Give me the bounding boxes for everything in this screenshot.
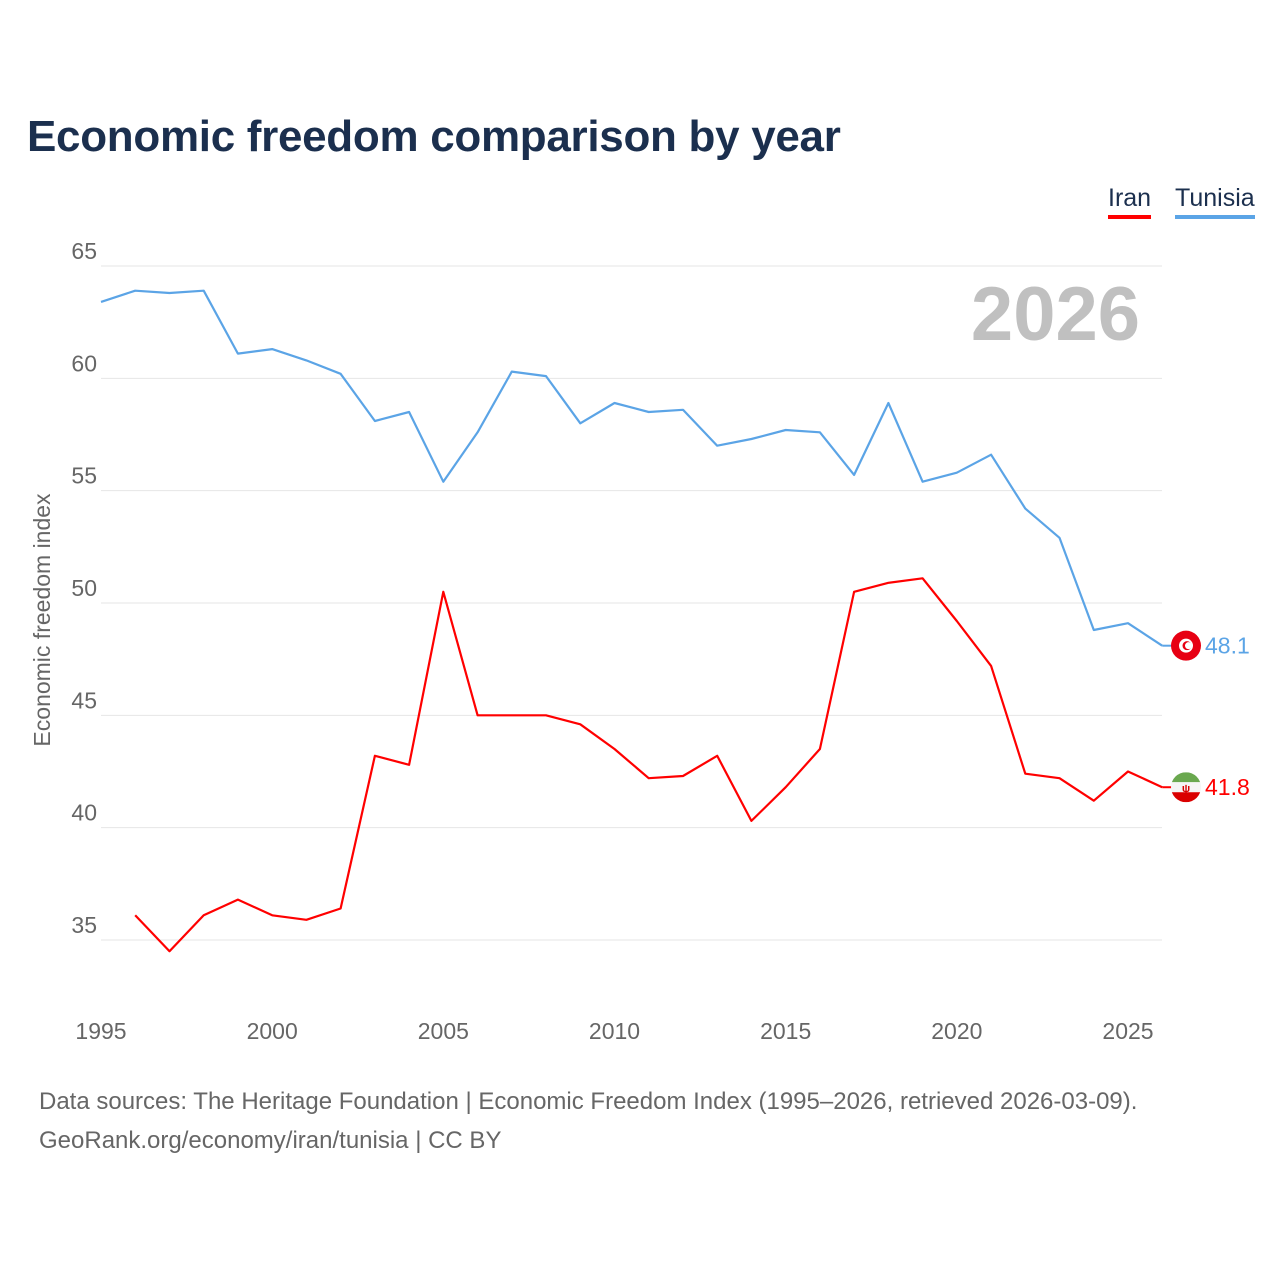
data-point-iran bbox=[781, 782, 791, 792]
y-tick-label: 45 bbox=[71, 687, 97, 713]
y-tick-label: 40 bbox=[71, 800, 97, 826]
data-point-tunisia bbox=[301, 355, 311, 365]
x-tick-label: 2025 bbox=[1102, 1018, 1153, 1044]
x-tick-label: 2010 bbox=[589, 1018, 640, 1044]
year-watermark: 2026 bbox=[971, 272, 1140, 357]
data-point-tunisia bbox=[267, 344, 277, 354]
data-point-tunisia bbox=[404, 407, 414, 417]
tunisia-flag-icon bbox=[1171, 630, 1201, 661]
data-point-iran bbox=[370, 751, 380, 761]
data-point-iran bbox=[164, 946, 174, 956]
flag-body: ψ bbox=[1171, 772, 1201, 803]
chart-title: Economic freedom comparison by year bbox=[27, 112, 841, 161]
data-point-tunisia bbox=[336, 369, 346, 379]
data-point-iran bbox=[678, 771, 688, 781]
y-tick-label: 60 bbox=[71, 350, 97, 376]
data-point-tunisia bbox=[507, 367, 517, 377]
data-point-iran bbox=[301, 915, 311, 925]
end-value-label-tunisia: 48.1 bbox=[1205, 633, 1250, 659]
data-point-tunisia bbox=[644, 407, 654, 417]
data-point-iran bbox=[507, 710, 517, 720]
data-point-iran bbox=[336, 904, 346, 914]
source-link[interactable]: GeoRank.org/economy/iran/tunisia | CC BY bbox=[39, 1127, 502, 1154]
data-point-tunisia bbox=[541, 371, 551, 381]
source-text: Data sources: The Heritage Foundation | … bbox=[39, 1088, 1138, 1115]
data-point-iran bbox=[883, 578, 893, 588]
y-tick-label: 50 bbox=[71, 575, 97, 601]
data-point-tunisia bbox=[678, 405, 688, 415]
series-line-iran bbox=[134, 577, 1163, 953]
data-point-tunisia bbox=[986, 450, 996, 460]
flag-green bbox=[1171, 772, 1201, 783]
data-point-tunisia bbox=[746, 434, 756, 444]
flag-emblem: ψ bbox=[1182, 783, 1190, 795]
data-point-tunisia bbox=[1020, 504, 1030, 514]
data-point-tunisia bbox=[712, 441, 722, 451]
flag-white bbox=[1171, 782, 1201, 793]
data-point-tunisia bbox=[1123, 618, 1133, 628]
data-point-tunisia bbox=[918, 477, 928, 487]
data-point-iran bbox=[130, 910, 140, 920]
data-point-tunisia bbox=[952, 468, 962, 478]
data-point-tunisia bbox=[781, 425, 791, 435]
data-point-iran bbox=[267, 910, 277, 920]
data-point-tunisia bbox=[370, 416, 380, 426]
end-value-label-iran: 41.8 bbox=[1205, 774, 1250, 800]
x-tick-label: 2015 bbox=[760, 1018, 811, 1044]
data-point-tunisia bbox=[438, 477, 448, 487]
x-tick-label: 2005 bbox=[418, 1018, 469, 1044]
data-point-iran bbox=[610, 744, 620, 754]
data-point-iran bbox=[986, 661, 996, 671]
y-tick-label: 35 bbox=[71, 912, 97, 938]
data-point-iran bbox=[746, 816, 756, 826]
flag-crescent-cut bbox=[1185, 642, 1192, 650]
data-point-tunisia bbox=[164, 288, 174, 298]
data-point-iran bbox=[575, 719, 585, 729]
data-point-tunisia bbox=[849, 470, 859, 480]
data-point-iran bbox=[815, 744, 825, 754]
data-point-iran bbox=[918, 573, 928, 583]
data-point-tunisia bbox=[96, 297, 106, 307]
data-point-iran bbox=[199, 910, 209, 920]
data-point-tunisia bbox=[1089, 625, 1099, 635]
series-line-tunisia bbox=[100, 289, 1163, 647]
x-tick-label: 2020 bbox=[931, 1018, 982, 1044]
data-point-tunisia bbox=[1055, 533, 1065, 543]
data-point-iran bbox=[1089, 796, 1099, 806]
data-point-iran bbox=[233, 895, 243, 905]
data-point-tunisia bbox=[815, 427, 825, 437]
legend-tunisia[interactable]: Tunisia bbox=[1175, 184, 1255, 219]
y-tick-label: 55 bbox=[71, 463, 97, 489]
x-tick-label: 2000 bbox=[247, 1018, 298, 1044]
data-point-tunisia bbox=[473, 427, 483, 437]
x-tick-label: 1995 bbox=[75, 1018, 126, 1044]
y-axis-label: Economic freedom index bbox=[29, 493, 55, 747]
legend-iran[interactable]: Iran bbox=[1108, 184, 1152, 219]
data-point-iran bbox=[644, 773, 654, 783]
data-point-iran bbox=[473, 710, 483, 720]
data-point-tunisia bbox=[130, 286, 140, 296]
data-point-tunisia bbox=[199, 286, 209, 296]
flag-red bbox=[1171, 792, 1201, 803]
data-point-tunisia bbox=[233, 349, 243, 359]
data-point-iran bbox=[404, 760, 414, 770]
data-point-tunisia bbox=[610, 398, 620, 408]
data-point-iran bbox=[952, 616, 962, 626]
data-point-tunisia bbox=[883, 398, 893, 408]
data-point-iran bbox=[1123, 767, 1133, 777]
data-point-iran bbox=[438, 587, 448, 597]
iran-flag-icon: ψ bbox=[1171, 772, 1201, 803]
data-point-iran bbox=[712, 751, 722, 761]
data-point-iran bbox=[1020, 769, 1030, 779]
y-tick-label: 65 bbox=[71, 238, 97, 264]
data-point-iran bbox=[849, 587, 859, 597]
data-point-tunisia bbox=[575, 418, 585, 428]
data-point-iran bbox=[1055, 773, 1065, 783]
data-point-iran bbox=[541, 710, 551, 720]
